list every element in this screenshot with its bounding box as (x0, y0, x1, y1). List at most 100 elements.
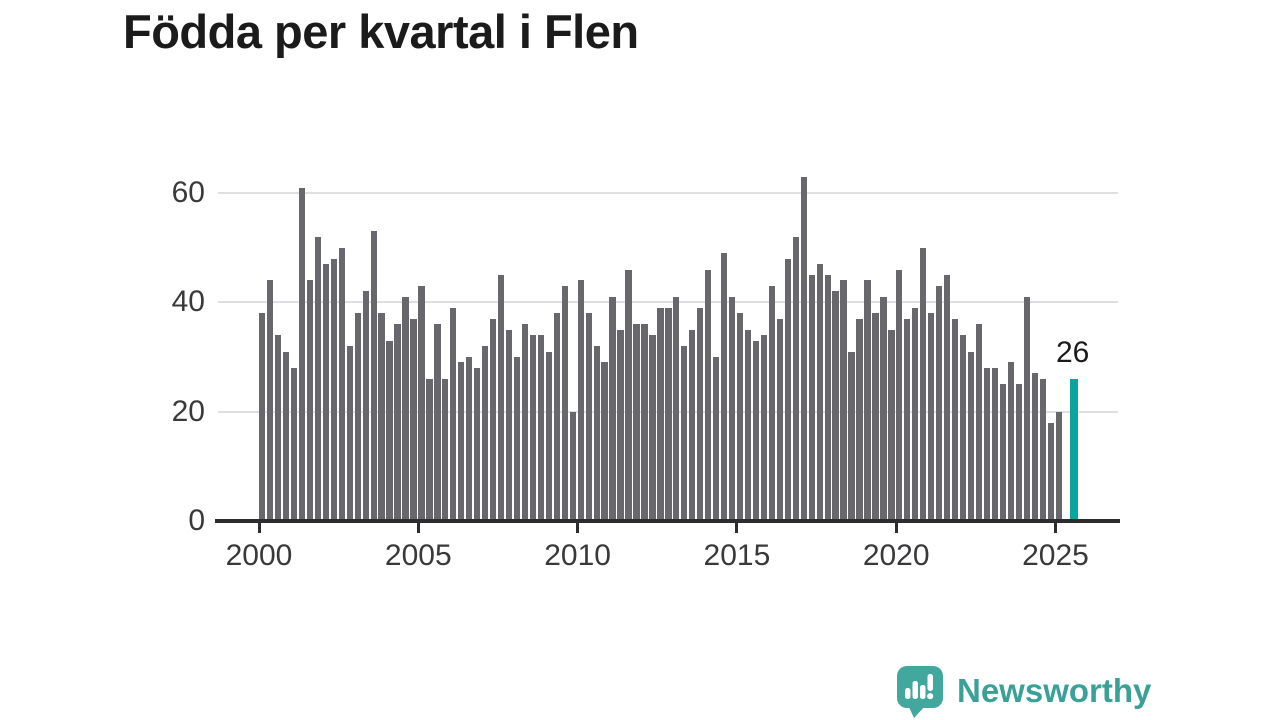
x-tick-2025 (1054, 523, 1057, 533)
bar (394, 324, 401, 521)
bar (673, 296, 680, 521)
bar (951, 318, 959, 521)
bar (466, 357, 473, 521)
bar (936, 285, 943, 521)
bar (1031, 373, 1038, 521)
bar (1047, 422, 1054, 521)
bar (601, 362, 608, 521)
bar (298, 187, 306, 521)
bar (497, 275, 505, 521)
bar (967, 351, 975, 521)
bar (386, 340, 393, 521)
bar (776, 318, 784, 521)
bar (665, 307, 672, 521)
bar (888, 329, 895, 521)
bar (808, 275, 815, 521)
y-tick-label: 0 (188, 504, 205, 537)
bar (856, 318, 863, 521)
bar (561, 285, 568, 521)
bar (728, 296, 736, 521)
gridline-60 (218, 192, 1118, 194)
bar (633, 324, 640, 521)
chart-title: Födda per kvartal i Flen (123, 5, 639, 58)
x-tick-label: 2000 (225, 539, 293, 572)
y-tick-label: 40 (171, 285, 205, 319)
bar (529, 335, 537, 521)
bar (274, 335, 282, 521)
y-tick-label: 20 (171, 394, 205, 428)
bar (1007, 362, 1014, 521)
bar (290, 367, 298, 521)
bar (625, 269, 632, 521)
bar (1015, 384, 1022, 521)
bar (832, 291, 839, 521)
bar (800, 176, 807, 521)
bar (354, 313, 361, 521)
bar (999, 384, 1007, 521)
x-tick-2020 (894, 523, 898, 533)
bar (1055, 411, 1062, 521)
bar (784, 258, 791, 521)
bar (330, 258, 337, 521)
bar (474, 367, 481, 521)
y-tick-label: 60 (171, 176, 205, 209)
x-tick-label: 2025 (1022, 539, 1089, 572)
bar (991, 367, 999, 521)
bar (983, 367, 991, 521)
bar (362, 291, 369, 521)
bar (928, 313, 935, 521)
x-tick-label: 2010 (544, 539, 611, 572)
bar (609, 296, 616, 521)
bar (314, 236, 322, 521)
bar (505, 329, 513, 521)
x-tick-label: 2005 (384, 539, 452, 572)
bar (617, 329, 624, 521)
bar (880, 296, 887, 521)
bar (1023, 296, 1030, 521)
bar (959, 335, 967, 521)
bar (458, 362, 465, 521)
bar (649, 335, 656, 521)
bar (896, 269, 903, 521)
bar (322, 264, 330, 521)
bar (752, 340, 760, 521)
x-tick-2005 (416, 523, 420, 533)
bar (744, 329, 752, 521)
bar (577, 280, 584, 521)
bar (975, 324, 983, 521)
bar (760, 335, 768, 521)
bar (943, 275, 951, 521)
newsworthy-logo-icon (897, 666, 943, 718)
bar (816, 264, 823, 521)
bar (346, 346, 353, 521)
bar (713, 357, 720, 521)
bar (442, 378, 449, 521)
bar (872, 313, 879, 521)
newsworthy-logo-text: Newsworthy (957, 672, 1152, 709)
bar (768, 285, 776, 521)
bar (840, 280, 847, 521)
bar (1039, 378, 1046, 521)
bar (553, 313, 560, 521)
x-tick-2010 (576, 523, 580, 533)
bar (482, 346, 489, 521)
gridline-40 (218, 301, 1118, 304)
bar (912, 307, 919, 521)
bar (848, 351, 855, 521)
x-tick-2000 (257, 523, 261, 533)
bar (585, 313, 592, 521)
bar (521, 324, 529, 521)
bar (720, 253, 728, 521)
bar (426, 378, 433, 521)
bar (593, 346, 600, 521)
bar (641, 324, 648, 521)
bar (792, 236, 799, 521)
bar (569, 411, 576, 521)
newsworthy-logo: Newsworthy (895, 663, 1151, 719)
bar (537, 335, 545, 521)
bar (657, 307, 664, 521)
bar (306, 280, 314, 521)
x-axis-line (215, 519, 1120, 523)
bar (545, 351, 553, 521)
